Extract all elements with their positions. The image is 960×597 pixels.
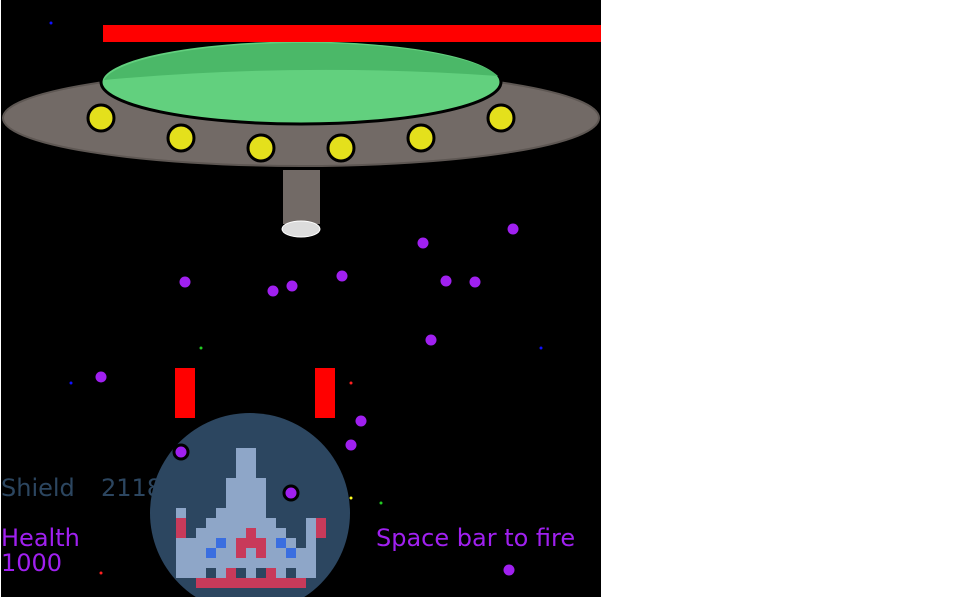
boss-health-bar (103, 25, 601, 42)
enemy-bullet (503, 564, 515, 576)
saucer-light (406, 123, 436, 153)
saucer-light (246, 133, 276, 163)
star (349, 496, 353, 500)
star (539, 346, 543, 350)
enemy-bullet (440, 275, 452, 287)
flying-saucer-icon (2, 38, 600, 238)
saucer-dome-shade (104, 42, 498, 80)
star (199, 346, 203, 350)
fire-hint: Space bar to fire (376, 524, 576, 552)
saucer-light (486, 103, 516, 133)
star (349, 381, 353, 385)
enemy-bullet (172, 443, 190, 461)
saucer-light (86, 103, 116, 133)
star (99, 571, 103, 575)
enemy-bullet (267, 285, 279, 297)
saucer-light (326, 133, 356, 163)
enemy-bullet (469, 276, 481, 288)
player-lasers (175, 368, 335, 418)
enemy-bullet (179, 276, 191, 288)
shield-label: Shield (1, 474, 75, 502)
player-laser (175, 368, 195, 418)
enemy-bullet (417, 237, 429, 249)
player-laser (315, 368, 335, 418)
saucer-beam-emitter (283, 170, 320, 224)
saucer-lights (86, 103, 516, 163)
star (69, 381, 73, 385)
shield-value: 2118 (101, 474, 163, 502)
enemy-bullet (425, 334, 437, 346)
pixel-spaceship-icon (176, 448, 326, 588)
enemy-bullet (336, 270, 348, 282)
health-label: Health (1, 524, 80, 552)
saucer-emitter-lens (281, 220, 321, 238)
enemy-bullet (345, 439, 357, 451)
health-value: 1000 (1, 549, 63, 577)
enemy-bullets-on-shield (172, 443, 300, 502)
game-scene (2, 21, 601, 597)
saucer-light (166, 123, 196, 153)
enemy-bullet (95, 371, 107, 383)
game-canvas[interactable]: Shield 2118 Health 1000 Space bar to fir… (1, 0, 601, 597)
star (49, 21, 53, 25)
enemy-bullet (355, 415, 367, 427)
starfield (49, 21, 543, 575)
enemy-bullet (286, 280, 298, 292)
enemy-bullet (282, 484, 300, 502)
enemy-bullet (507, 223, 519, 235)
star (379, 501, 383, 505)
enemy-bullets (95, 223, 519, 576)
